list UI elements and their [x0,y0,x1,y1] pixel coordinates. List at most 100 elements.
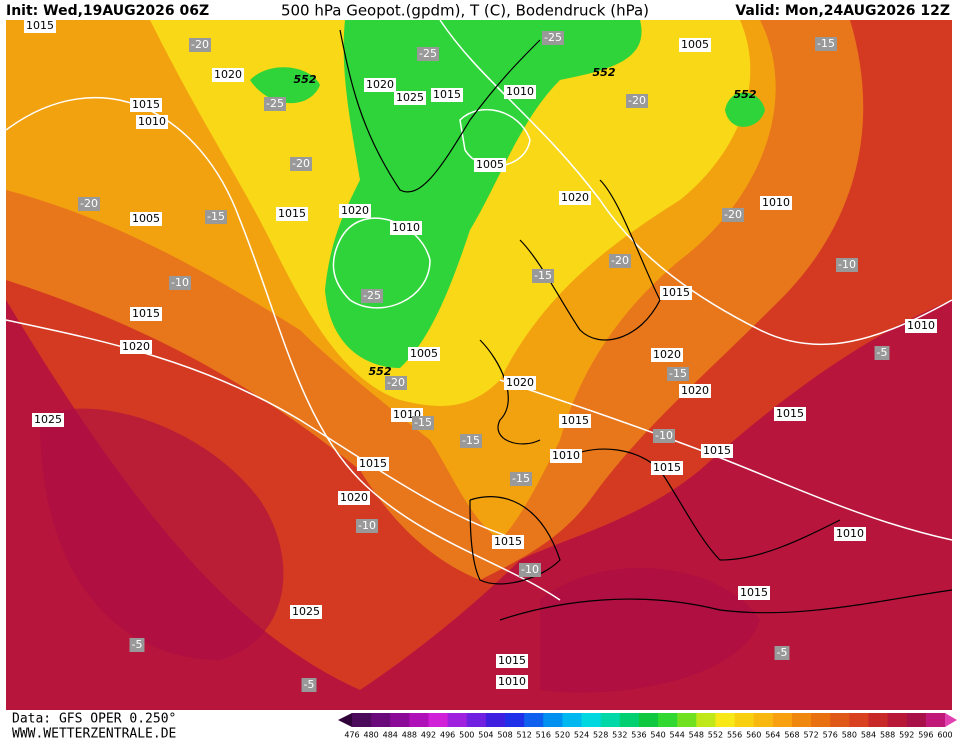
pressure-label: 1015 [278,207,306,220]
pressure-label: 1010 [506,85,534,98]
temperature-label: -20 [292,157,310,170]
legend-swatch [524,713,544,727]
legend-label: 508 [497,731,512,740]
pressure-label-box [408,347,440,361]
temperature-label-box [532,269,554,283]
pressure-label-box [394,91,426,105]
legend-label: 588 [880,731,895,740]
map-title: 500 hPa Geopot.(gpdm), T (C), Bodendruck… [281,2,649,20]
legend-swatch [887,713,908,727]
map-field [5,19,953,710]
legend-label: 572 [803,731,818,740]
legend-swatch [638,713,659,727]
temperature-label-box [626,94,648,108]
temperature-label: -15 [669,367,687,380]
pressure-label: 1015 [703,444,731,457]
legend-label: 536 [631,731,646,740]
legend-label: 512 [517,731,532,740]
legend-swatch [581,713,602,727]
pressure-label: 1020 [340,491,368,504]
legend-swatch [562,713,583,727]
legend-label: 540 [650,731,665,740]
pressure-label-box [357,457,389,471]
temperature-label-box [519,563,541,577]
pressure-label: 1015 [132,98,160,111]
temperature-label: -15 [817,37,835,50]
temperature-label: -5 [877,346,888,359]
greenland-coast [339,29,541,193]
pressure-label: 1015 [662,286,690,299]
pressure-label-box [24,19,56,33]
legend-swatch [925,713,946,727]
legend-swatch [753,713,774,727]
legend-label: 544 [670,731,685,740]
data-source: Data: GFS OPER 0.250° [12,712,176,727]
field-green-small [725,92,765,127]
geopotential-label: 552 [593,66,616,79]
pressure-label-box [504,376,536,390]
legend-label: 592 [899,731,914,740]
legend-swatch [600,713,621,727]
temperature-label-box [609,254,631,268]
pressure-label: 1015 [433,88,461,101]
pressure-label-box [496,675,528,689]
legend-swatch [466,713,487,727]
legend-label: 504 [478,731,493,740]
pressure-label: 1005 [132,212,160,225]
legend-arrow-right [945,713,957,727]
pressure-label: 1015 [26,19,54,32]
pressure-label-box [290,605,322,619]
legend-swatch [868,713,889,727]
temperature-label-box [205,210,227,224]
pressure-label-box [364,78,396,92]
coastlines [339,29,953,621]
legend-swatch [485,713,506,727]
temperature-label: -20 [724,208,742,221]
temperature-label: -15 [414,416,432,429]
header-band [0,0,959,20]
pressure-label: 1010 [762,196,790,209]
field-high-core [40,408,284,660]
temperature-label-box [667,367,689,381]
pressure-label-box [559,414,591,428]
pressure-label: 1010 [836,527,864,540]
pressure-label-box [738,586,770,600]
temperature-label: -5 [304,678,315,691]
temperature-label: -20 [611,254,629,267]
temperature-label: -20 [191,38,209,51]
pressure-label-box [679,38,711,52]
pressure-label: 1010 [498,675,526,688]
legend-label: 548 [689,731,704,740]
temperature-label: -25 [363,289,381,302]
legend-swatch [658,713,678,727]
legend-label: 532 [612,731,627,740]
pressure-label-box [504,85,536,99]
legend-label: 476 [344,731,359,740]
pressure-label: 1020 [214,68,242,81]
pressure-label-box [660,286,692,300]
temperature-label: -10 [358,519,376,532]
pressure-label: 1020 [561,191,589,204]
temperature-label: -15 [512,472,530,485]
legend-swatch [849,713,869,727]
pressure-label: 1025 [292,605,320,618]
legend-swatch [811,713,831,727]
pressure-label-box [212,68,244,82]
temperature-label: -25 [419,47,437,60]
temperature-label: -25 [544,31,562,44]
temperature-label-box [385,376,407,390]
legend-label: 600 [937,731,952,740]
pressure-label-box [474,158,506,172]
legend-swatch [505,713,525,727]
pressure-label-box [431,88,463,102]
temperature-label: -15 [534,269,552,282]
valid-time: Valid: Mon,24AUG2026 12Z [735,3,950,19]
map-labels: 1015 1020 1015 1010 1005 1015 1020 1025 1015 1010… [24,19,937,692]
legend-swatch [428,713,449,727]
pressure-label: 1020 [341,204,369,217]
legend-label: 480 [363,731,378,740]
temperature-label: -20 [80,197,98,210]
temperature-label: -25 [266,97,284,110]
legend-swatch [543,713,563,727]
pressure-label: 1020 [366,78,394,91]
